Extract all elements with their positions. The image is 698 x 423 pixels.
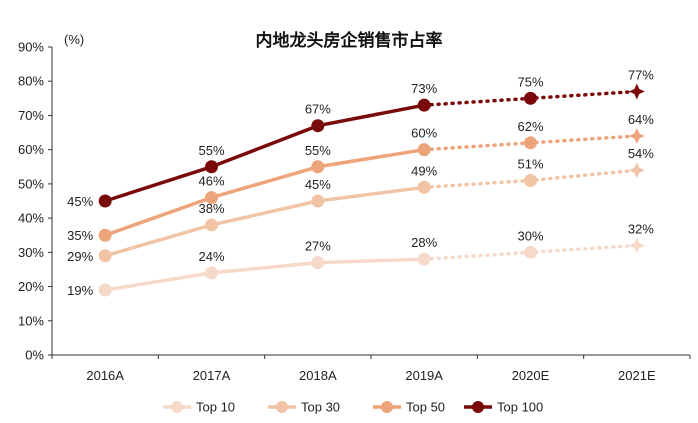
series-top10-point: [524, 245, 537, 259]
series-top30-point: [628, 162, 645, 179]
series-top50-data-label: 46%: [198, 174, 224, 189]
series-top10-data-label: 19%: [67, 283, 93, 298]
x-tick-label: 2020E: [512, 368, 550, 383]
y-tick-label: 90%: [18, 40, 44, 55]
series-top100-point: [311, 119, 325, 133]
series-top30-point: [524, 173, 537, 187]
series-top50-point: [98, 228, 112, 242]
series-top100-point: [628, 83, 645, 100]
chart-title: 内地龙头房企销售市占率: [255, 31, 443, 51]
y-tick-label: 0%: [25, 348, 44, 363]
series-top50-point: [628, 127, 645, 144]
series-top10-point: [205, 266, 218, 280]
series-top50-point: [417, 143, 431, 157]
series-top30-point: [417, 180, 431, 194]
x-tick-label: 2021E: [618, 368, 656, 383]
series-top10-data-label: 32%: [628, 221, 654, 236]
legend-top10-label: Top 10: [196, 400, 235, 415]
series-top30-point: [205, 218, 218, 232]
series-top50-point: [524, 136, 537, 150]
series-top10-data-label: 27%: [305, 239, 331, 254]
x-tick-label: 2017A: [193, 368, 231, 383]
series-top100-data-label: 77%: [628, 67, 654, 82]
series-top30-point: [98, 249, 112, 263]
series-top10-data-label: 28%: [411, 235, 437, 250]
series-top30-data-label: 38%: [198, 201, 224, 216]
series-top100-data-label: 73%: [411, 81, 437, 96]
y-tick-label: 60%: [18, 142, 44, 157]
series-top30-data-label: 45%: [305, 177, 331, 192]
series-top100-point: [417, 98, 431, 112]
series-top100-actual-line: [104, 103, 425, 203]
series-top30-data-label: 49%: [411, 163, 437, 178]
series-top50-point: [311, 160, 325, 174]
y-tick-label: 10%: [18, 313, 44, 328]
y-tick-label: 50%: [18, 176, 44, 191]
series-top50-actual-line: [104, 147, 425, 237]
series-top100-point: [98, 194, 112, 208]
series-top100-point: [205, 160, 218, 174]
x-tick-label: 2019A: [405, 368, 443, 383]
y-tick-label: 30%: [18, 245, 44, 260]
series-top10-point: [417, 252, 431, 266]
legend-top50-label: Top 50: [406, 400, 445, 415]
x-tick-label: 2018A: [299, 368, 337, 383]
legend-top30-swatch-marker: [276, 401, 288, 413]
series-top100-data-label: 45%: [67, 194, 93, 209]
y-tick-label: 40%: [18, 211, 44, 226]
series-top30-point: [311, 194, 325, 208]
series-top30-data-label: 51%: [517, 156, 543, 171]
series-top100-data-label: 67%: [305, 102, 331, 117]
legend-top100-label: Top 100: [497, 400, 543, 415]
y-tick-label: 20%: [18, 279, 44, 294]
series-top10-point: [311, 256, 325, 270]
series-top50-data-label: 64%: [628, 112, 654, 127]
series-top100-point: [524, 91, 537, 105]
series-top100-data-label: 75%: [517, 74, 543, 89]
series-top30-data-label: 29%: [67, 249, 93, 264]
series-top30-actual-line: [104, 185, 425, 258]
series-top10-actual-line: [104, 257, 425, 292]
series-top50-data-label: 62%: [517, 119, 543, 134]
series-top10-data-label: 30%: [517, 228, 543, 243]
y-axis-unit-label: (%): [64, 32, 85, 47]
series-top50-data-label: 60%: [411, 126, 437, 141]
legend-top50-swatch-marker: [381, 401, 393, 413]
series-top50-point: [205, 191, 218, 205]
series-top10-point: [628, 237, 645, 254]
legend-top10-swatch-marker: [171, 401, 183, 413]
y-tick-label: 80%: [18, 74, 44, 89]
legend-top100-swatch-marker: [472, 401, 484, 413]
legend-top30-label: Top 30: [301, 400, 340, 415]
x-tick-label: 2016A: [86, 368, 124, 383]
series-top30-data-label: 54%: [628, 146, 654, 161]
series-top50-data-label: 35%: [67, 228, 93, 243]
series-top10-data-label: 24%: [198, 249, 224, 264]
series-top10-point: [98, 283, 112, 297]
series-top100-data-label: 55%: [198, 143, 224, 158]
series-top50-data-label: 55%: [305, 143, 331, 158]
y-tick-label: 70%: [18, 108, 44, 123]
